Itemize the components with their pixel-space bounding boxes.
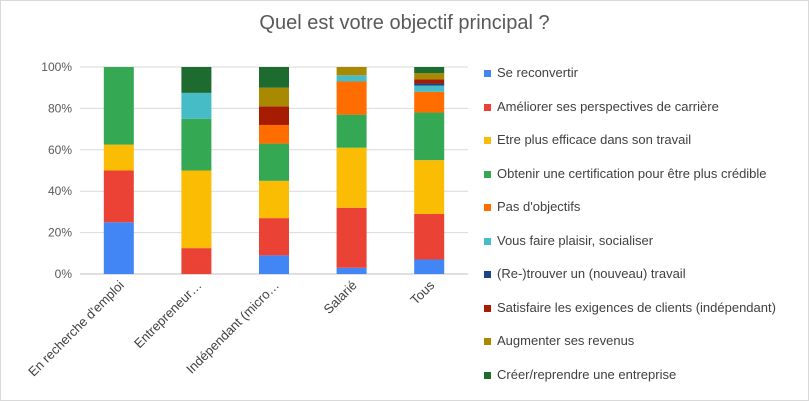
- y-tick-label: 60%: [48, 143, 72, 157]
- bar-segment: [414, 259, 445, 274]
- bar-segment: [181, 67, 212, 93]
- bar-segment: [259, 143, 289, 181]
- bar-segment: [414, 67, 445, 74]
- chart-legend: Se reconvertir Améliorer ses perspectives…: [484, 66, 776, 401]
- bar-segment: [414, 85, 445, 92]
- bar-segment: [414, 73, 445, 80]
- legend-swatch: [484, 237, 491, 245]
- bar-segment: [103, 67, 134, 145]
- bar-segment: [103, 222, 134, 274]
- legend-label: Améliorer ses perspectives de carrière: [497, 98, 719, 114]
- legend-label: (Re-)trouver un (nouveau) travail: [497, 266, 686, 281]
- bar-segment: [414, 112, 445, 161]
- bar-segment: [414, 213, 445, 260]
- x-tick-label: En recherche d'emploi: [25, 277, 127, 379]
- legend-label: Augmenter ses revenus: [497, 333, 635, 348]
- x-tick-label: Entrepreneur…: [131, 278, 204, 351]
- bar-segment: [336, 207, 367, 268]
- bar-segment: [103, 170, 134, 223]
- bar-segment: [181, 118, 212, 171]
- bar-segment: [336, 147, 367, 208]
- legend-item: Augmenter ses revenus: [484, 334, 776, 368]
- bar-segment: [259, 255, 289, 274]
- legend-item: Créer/reprendre une entreprise: [484, 366, 776, 401]
- bar-segment: [259, 180, 289, 219]
- y-tick-label: 20%: [48, 226, 72, 240]
- bar-segment: [336, 81, 367, 115]
- legend-label: Etre plus efficace dans son travail: [497, 132, 692, 147]
- legend-item: (Re-)trouver un (nouveau) travail: [484, 267, 776, 301]
- legend-swatch: [484, 204, 491, 211]
- legend-swatch: [484, 170, 491, 178]
- legend-swatch: [484, 304, 491, 312]
- legend-label: Se reconvertir: [497, 65, 578, 80]
- bar-segment: [103, 144, 134, 171]
- legend-swatch: [484, 338, 491, 345]
- bar-segment: [414, 91, 445, 113]
- y-tick-label: 40%: [48, 184, 72, 198]
- legend-item: Satisfaire les exigences de clients (ind…: [484, 299, 776, 335]
- x-tick-label: Salarié: [320, 278, 359, 317]
- legend-swatch: [484, 103, 491, 111]
- bar-segment: [181, 170, 212, 249]
- legend-label: Obtenir une certification pour être plus…: [497, 165, 767, 181]
- bar-segment: [336, 75, 367, 82]
- bar-segment: [336, 114, 367, 148]
- bar-segment: [336, 67, 367, 76]
- bar-segment: [181, 248, 212, 274]
- bar-segment: [259, 106, 289, 125]
- legend-item: Etre plus efficace dans son travail: [484, 133, 776, 167]
- bar-segment: [414, 83, 445, 86]
- legend-label: Satisfaire les exigences de clients (ind…: [497, 299, 776, 315]
- bar-segment: [414, 79, 445, 84]
- bar-segment: [259, 67, 289, 88]
- bar-segment: [336, 267, 367, 274]
- bar-segment: [259, 124, 289, 144]
- x-tick-label: Tous: [407, 277, 437, 307]
- legend-label: Vous faire plaisir, socialiser: [497, 232, 654, 248]
- y-tick-label: 0%: [55, 267, 73, 281]
- bar-segment: [181, 92, 212, 119]
- chart-title: Quel est votre objectif principal ?: [259, 12, 550, 34]
- legend-item: Se reconvertir: [484, 66, 776, 100]
- legend-swatch: [484, 70, 491, 77]
- legend-item: Améliorer ses perspectives de carrière: [484, 98, 776, 134]
- legend-swatch: [484, 137, 491, 144]
- legend-item: Pas d'objectifs: [484, 200, 776, 234]
- legend-item: Obtenir une certification pour être plus…: [484, 165, 776, 201]
- legend-label: Créer/reprendre une entreprise: [497, 366, 677, 382]
- legend-item: Vous faire plaisir, socialiser: [484, 232, 776, 268]
- legend-swatch: [484, 271, 491, 278]
- legend-label: Pas d'objectifs: [497, 199, 581, 214]
- y-tick-label: 80%: [48, 101, 72, 115]
- y-tick-label: 100%: [41, 60, 72, 74]
- bar-segment: [259, 218, 289, 256]
- bar-segment: [259, 87, 289, 107]
- legend-swatch: [484, 371, 491, 379]
- bar-segment: [414, 160, 445, 214]
